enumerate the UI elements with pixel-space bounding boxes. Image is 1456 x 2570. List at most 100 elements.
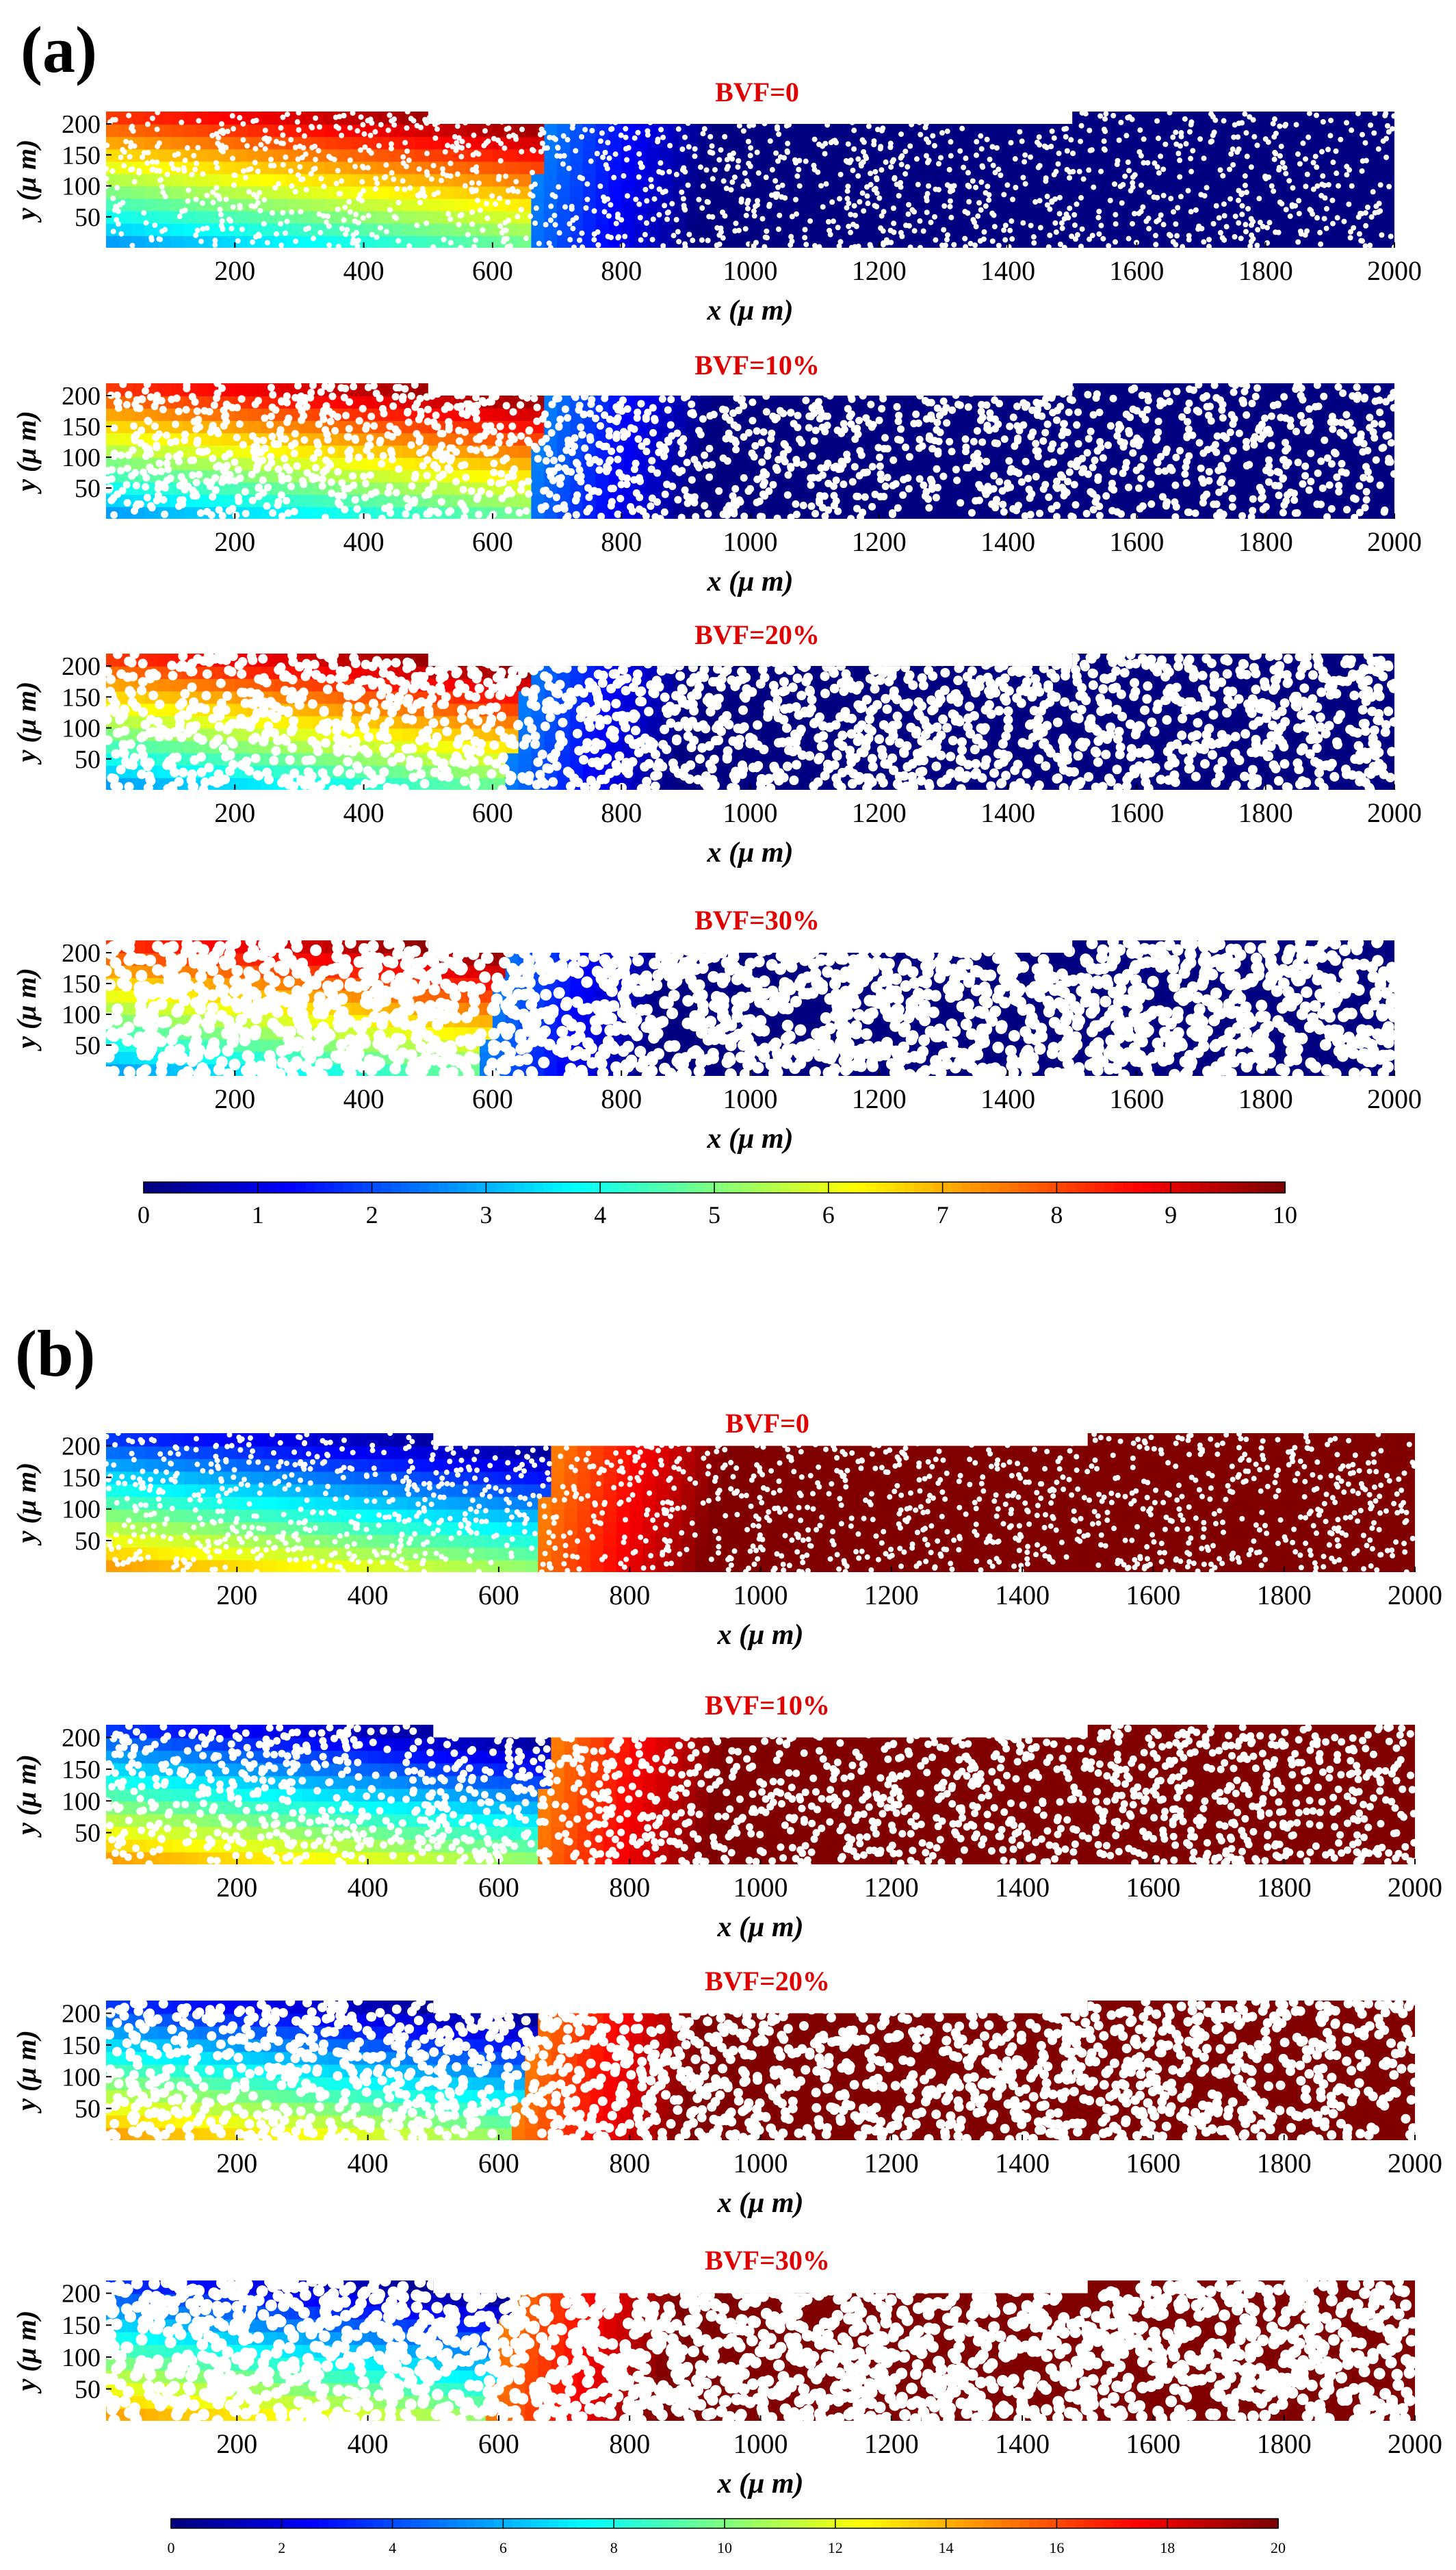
particle-dot — [114, 490, 122, 498]
particle-dot — [699, 205, 705, 211]
heatmap-cell — [454, 185, 468, 199]
particle-dot — [360, 472, 368, 480]
heatmap-cell — [634, 112, 648, 125]
particle-dot — [871, 142, 877, 148]
particle-dot — [1158, 153, 1164, 159]
particle-dot — [776, 131, 782, 138]
particle-dot — [417, 199, 424, 205]
particle-dot — [407, 392, 415, 400]
particle-dot — [257, 207, 263, 214]
heatmap-cell — [686, 445, 700, 458]
heatmap-cell — [569, 161, 584, 175]
heatmap-cell — [312, 494, 326, 507]
particle-dot — [215, 140, 221, 146]
particle-dot — [560, 505, 569, 513]
particle-dot — [114, 185, 120, 191]
particle-dot — [1266, 220, 1273, 226]
particle-dot — [287, 168, 294, 174]
particle-dot — [784, 471, 792, 479]
particle-dot — [922, 415, 931, 423]
particle-dot — [649, 183, 655, 190]
particle-dot — [1002, 237, 1009, 243]
heatmap-cell — [956, 506, 970, 519]
heatmap-cell — [853, 383, 867, 396]
particle-dot — [1292, 427, 1300, 435]
heatmap-cell — [569, 112, 584, 125]
particle-dot — [893, 402, 901, 411]
particle-dot — [184, 145, 190, 151]
particle-dot — [728, 187, 734, 193]
particle-dot — [725, 112, 731, 116]
heatmap-cell — [531, 494, 545, 507]
particle-dot — [1289, 203, 1295, 209]
particle-dot — [710, 214, 716, 220]
heatmap-cell — [1227, 235, 1241, 248]
particle-dot — [976, 200, 983, 206]
particle-dot — [290, 449, 298, 457]
particle-dot — [799, 501, 807, 509]
particle-dot — [313, 115, 319, 121]
particle-dot — [789, 214, 795, 220]
particle-dot — [424, 405, 432, 413]
particle-dot — [755, 170, 762, 176]
heatmap-cell — [673, 112, 687, 125]
particle-dot — [1178, 130, 1184, 136]
particle-dot — [1318, 484, 1327, 492]
particle-dot — [690, 455, 699, 463]
heatmap-cell — [918, 235, 932, 248]
heatmap-cell — [647, 383, 661, 396]
particle-dot — [177, 473, 185, 481]
particle-dot — [461, 428, 469, 436]
particle-dot — [1147, 480, 1155, 489]
heatmap-cell — [801, 173, 816, 187]
particle-dot — [347, 209, 353, 215]
particle-dot — [1154, 467, 1162, 476]
particle-dot — [440, 170, 446, 177]
particle-dot — [1022, 159, 1028, 165]
particle-dot — [224, 128, 231, 134]
particle-dot — [349, 472, 357, 480]
particle-dot — [1347, 235, 1353, 241]
particle-dot — [697, 431, 705, 439]
particle-dot — [1323, 206, 1329, 212]
particle-dot — [106, 175, 109, 181]
heatmap-cell — [222, 185, 236, 199]
particle-dot — [373, 175, 379, 181]
heatmap-cell — [1020, 198, 1035, 211]
particle-dot — [742, 226, 749, 232]
particle-dot — [935, 161, 941, 167]
heatmap-cell — [1188, 173, 1202, 187]
particle-dot — [194, 160, 200, 166]
particle-dot — [343, 231, 349, 237]
particle-dot — [876, 195, 883, 201]
heatmap-cell — [518, 445, 532, 458]
particle-dot — [374, 234, 380, 240]
particle-dot — [600, 154, 606, 160]
particle-dot — [228, 218, 234, 224]
particle-dot — [1162, 502, 1170, 510]
heatmap-cell — [363, 457, 378, 470]
particle-dot — [528, 214, 534, 220]
heatmap-cell — [1008, 136, 1022, 150]
particle-dot — [395, 465, 403, 473]
heatmap-cell — [1304, 506, 1318, 519]
particle-dot — [533, 403, 541, 411]
heatmap-cell — [1033, 235, 1048, 248]
particle-dot — [707, 133, 714, 140]
heatmap-cell — [183, 222, 197, 236]
heatmap-cell — [557, 124, 571, 138]
particle-dot — [175, 166, 181, 172]
heatmap-cell — [1123, 149, 1138, 162]
particle-dot — [237, 395, 246, 403]
particle-dot — [761, 387, 769, 396]
particle-dot — [235, 420, 244, 428]
particle-dot — [963, 463, 971, 472]
particle-dot — [242, 175, 248, 181]
particle-dot — [1328, 117, 1334, 123]
particle-dot — [263, 135, 269, 141]
particle-dot — [608, 498, 616, 506]
particle-dot — [1004, 182, 1011, 188]
particle-dot — [192, 425, 200, 433]
particle-dot — [581, 392, 589, 400]
particle-dot — [847, 515, 855, 519]
